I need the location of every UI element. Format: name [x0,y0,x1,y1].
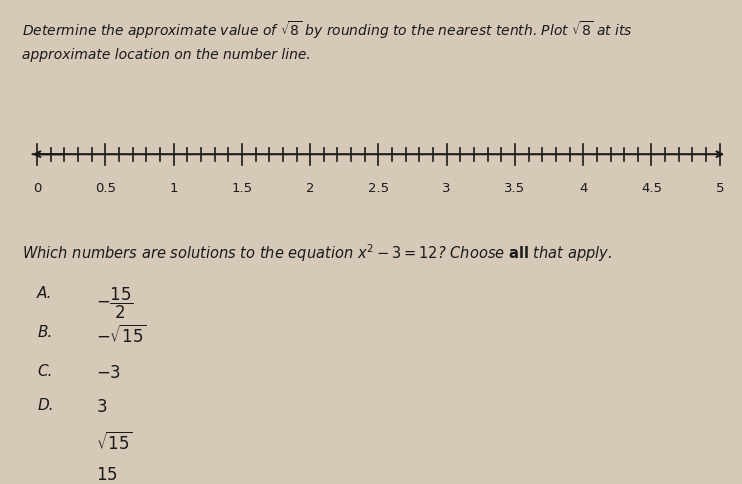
Text: 2.5: 2.5 [368,182,389,195]
Text: $\sqrt{15}$: $\sqrt{15}$ [96,431,134,453]
Text: 1: 1 [169,182,178,195]
Text: 5: 5 [715,182,724,195]
Text: 0.5: 0.5 [95,182,116,195]
Text: $3$: $3$ [96,397,108,415]
Text: 4.5: 4.5 [641,182,662,195]
Text: $-3$: $-3$ [96,363,122,381]
Text: Which numbers are solutions to the equation $x^2-3=12$? Choose $\mathbf{all}$ th: Which numbers are solutions to the equat… [22,242,612,264]
Text: C.: C. [37,363,53,378]
Text: A.: A. [37,286,53,301]
Text: 3.5: 3.5 [505,182,525,195]
Text: 1.5: 1.5 [232,182,252,195]
Text: 0: 0 [33,182,42,195]
Text: 2: 2 [306,182,315,195]
Text: $-\sqrt{15}$: $-\sqrt{15}$ [96,324,148,347]
Text: 4: 4 [579,182,588,195]
Text: D.: D. [37,397,53,412]
Text: B.: B. [37,324,53,339]
Text: $15$: $15$ [96,465,118,483]
Text: approximate location on the number line.: approximate location on the number line. [22,48,311,62]
Text: $-\dfrac{15}{2}$: $-\dfrac{15}{2}$ [96,286,134,321]
Text: Determine the approximate value of $\sqrt{8}$ by rounding to the nearest tenth. : Determine the approximate value of $\sqr… [22,19,633,41]
Text: 3: 3 [442,182,451,195]
